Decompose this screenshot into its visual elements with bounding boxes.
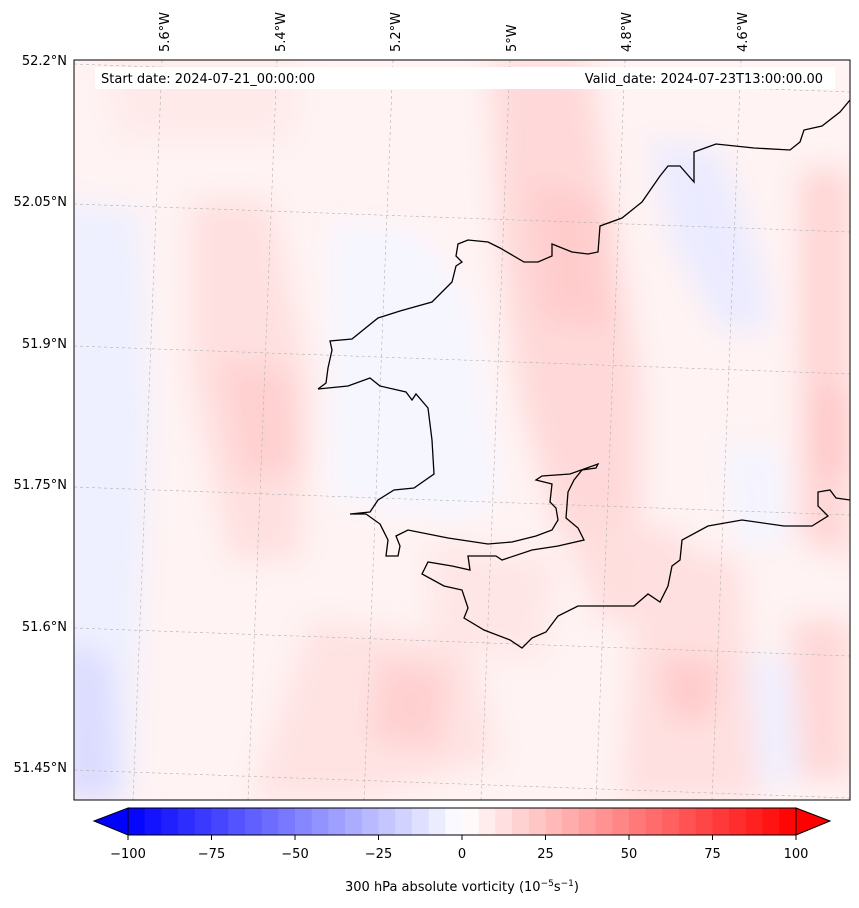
- map-frame: [73, 59, 851, 801]
- cb-tick-0: 0: [458, 847, 466, 862]
- colorbar-cell: [261, 808, 279, 835]
- colorbar-cell: [244, 808, 263, 835]
- cb-tick-m25: −25: [365, 847, 392, 862]
- colorbar-cell: [178, 808, 196, 835]
- colorbar-cell: [345, 808, 363, 835]
- lat-label-51-75n: 51.75°N: [14, 478, 67, 493]
- cb-tick-m100: −100: [110, 847, 146, 862]
- colorbar-cell: [361, 808, 380, 835]
- colorbar-min-extend: [92, 807, 129, 836]
- colorbar-cell: [662, 808, 680, 835]
- cb-tick-m75: −75: [198, 847, 225, 862]
- colorbar-cell: [462, 808, 480, 835]
- cb-tick-75: 75: [704, 847, 721, 862]
- colorbar-cell: [595, 808, 613, 835]
- lat-label-52-05n: 52.05°N: [14, 195, 67, 210]
- lat-label-52-2n: 52.2°N: [22, 54, 67, 69]
- colorbar-cell: [679, 808, 697, 835]
- cb-tick-50: 50: [621, 847, 638, 862]
- colorbar-cell: [779, 808, 797, 835]
- colorbar-cell: [128, 808, 146, 835]
- date-info-bar: [95, 67, 835, 89]
- colorbar-cell: [645, 808, 663, 835]
- colorbar-cell: [378, 808, 396, 835]
- colorbar-cell: [194, 808, 213, 835]
- colorbar-cell: [395, 808, 413, 835]
- lon-label-5-4w: 5.4°W: [274, 12, 289, 52]
- colorbar-cell: [328, 808, 346, 835]
- cb-tick-m50: −50: [281, 847, 308, 862]
- colorbar-cell: [745, 808, 764, 835]
- colorbar-cell: [161, 808, 179, 835]
- longitude-labels: 5.6°W 5.4°W 5.2°W 5°W 4.8°W 4.6°W: [158, 12, 751, 52]
- colorbar-tick-labels: −100 −75 −50 −25 0 25 50 75 100: [110, 847, 808, 862]
- lon-label-5w: 5°W: [505, 24, 520, 52]
- coastline: [317, 377, 850, 649]
- colorbar-cell: [478, 808, 496, 835]
- start-date-label: Start date: 2024-07-21_00:00:00: [101, 72, 315, 87]
- colorbar-cell: [528, 808, 547, 835]
- lon-label-4-8w: 4.8°W: [620, 12, 635, 52]
- colorbar-title: 300 hPa absolute vorticity (10−5s−1): [345, 879, 579, 895]
- coastline: [317, 99, 850, 390]
- colorbar-cell: [712, 808, 730, 835]
- colorbar-cell: [512, 808, 530, 835]
- vorticity-field: [74, 60, 850, 800]
- latitude-labels: 52.2°N 52.05°N 51.9°N 51.75°N 51.6°N 51.…: [14, 54, 67, 776]
- colorbar-cell: [729, 808, 747, 835]
- lat-label-51-6n: 51.6°N: [22, 620, 67, 635]
- colorbar-cell: [495, 808, 513, 835]
- colorbar-cell: [562, 808, 580, 835]
- colorbar-cell: [411, 808, 430, 835]
- colorbar-cell: [428, 808, 446, 835]
- colorbar-cell: [629, 808, 647, 835]
- lat-label-51-45n: 51.45°N: [14, 761, 67, 776]
- lon-label-5-6w: 5.6°W: [158, 12, 173, 52]
- colorbar-cell: [612, 808, 630, 835]
- lon-label-5-2w: 5.2°W: [389, 12, 404, 52]
- colorbar-ticks: [127, 835, 797, 840]
- lon-label-4-6w: 4.6°W: [736, 12, 751, 52]
- colorbar-cell: [228, 808, 246, 835]
- colorbar-cell: [545, 808, 563, 835]
- colorbar-cells: [128, 808, 797, 835]
- colorbar-cell: [311, 808, 329, 835]
- colorbar-cell: [578, 808, 597, 835]
- colorbar-cell: [278, 808, 296, 835]
- cb-tick-100: 100: [784, 847, 809, 862]
- colorbar-cell: [295, 808, 313, 835]
- colorbar-cell: [211, 808, 229, 835]
- colorbar-cell: [762, 808, 780, 835]
- lat-label-51-9n: 51.9°N: [22, 337, 67, 352]
- cb-tick-25: 25: [537, 847, 554, 862]
- valid-date-label: Valid_date: 2024-07-23T13:00:00.00: [585, 72, 823, 87]
- colorbar: −100 −75 −50 −25 0 25 50 75 100 300 hPa …: [92, 807, 832, 895]
- colorbar-max-extend: [795, 807, 832, 836]
- colorbar-cell: [445, 808, 463, 835]
- colorbar-cell: [144, 808, 162, 835]
- colorbar-cell: [695, 808, 714, 835]
